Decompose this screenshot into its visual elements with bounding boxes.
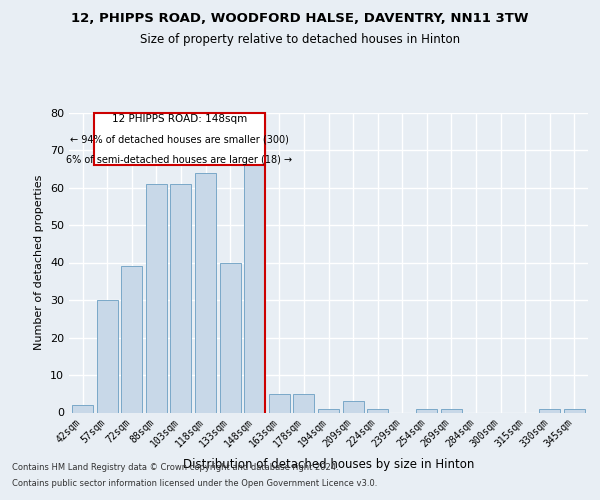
Bar: [441, 409, 462, 412]
Text: Contains HM Land Registry data © Crown copyright and database right 2024.: Contains HM Land Registry data © Crown c…: [12, 464, 338, 472]
Bar: [244, 165, 265, 412]
Bar: [97, 300, 118, 412]
Y-axis label: Number of detached properties: Number of detached properties: [34, 175, 44, 350]
Bar: [121, 266, 142, 412]
Bar: [416, 409, 437, 412]
Text: 6% of semi-detached houses are larger (18) →: 6% of semi-detached houses are larger (1…: [67, 154, 292, 164]
Bar: [564, 409, 585, 412]
Bar: [269, 394, 290, 412]
Bar: [146, 184, 167, 412]
Text: ← 94% of detached houses are smaller (300): ← 94% of detached houses are smaller (30…: [70, 134, 289, 144]
Text: 12 PHIPPS ROAD: 148sqm: 12 PHIPPS ROAD: 148sqm: [112, 114, 247, 124]
Bar: [318, 409, 339, 412]
Bar: [539, 409, 560, 412]
Bar: [195, 172, 216, 412]
Bar: [220, 262, 241, 412]
Text: Contains public sector information licensed under the Open Government Licence v3: Contains public sector information licen…: [12, 478, 377, 488]
Bar: [343, 401, 364, 412]
Bar: [367, 409, 388, 412]
Bar: [170, 184, 191, 412]
Bar: [72, 405, 93, 412]
Text: Size of property relative to detached houses in Hinton: Size of property relative to detached ho…: [140, 32, 460, 46]
Bar: [293, 394, 314, 412]
X-axis label: Distribution of detached houses by size in Hinton: Distribution of detached houses by size …: [183, 458, 474, 470]
Text: 12, PHIPPS ROAD, WOODFORD HALSE, DAVENTRY, NN11 3TW: 12, PHIPPS ROAD, WOODFORD HALSE, DAVENTR…: [71, 12, 529, 26]
FancyBboxPatch shape: [94, 112, 265, 165]
